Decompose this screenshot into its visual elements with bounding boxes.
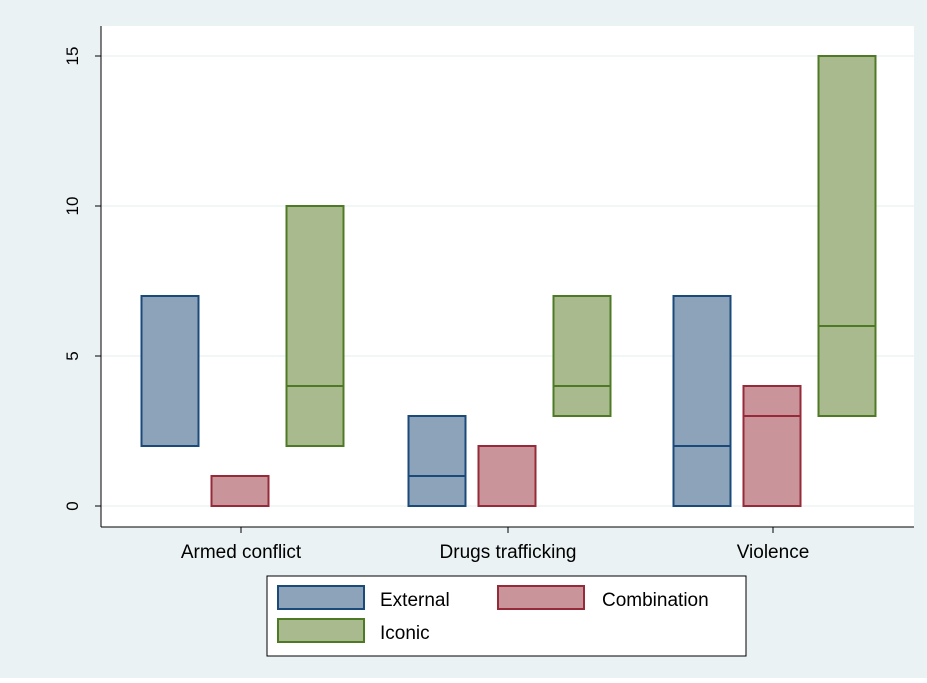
legend-label-external: External xyxy=(380,590,450,611)
box-external-0 xyxy=(140,295,200,447)
x-tick-label: Violence xyxy=(737,542,810,563)
y-tick-label: 0 xyxy=(63,501,82,510)
legend-label-iconic: Iconic xyxy=(380,623,430,644)
box-external-2 xyxy=(672,295,732,507)
axes: 0 5 10 15 Armed conflict Drugs trafficking Vio… xyxy=(63,26,914,563)
legend: External Combination Iconic xyxy=(266,575,747,657)
legend-swatch-iconic xyxy=(277,618,365,643)
legend-label-combination: Combination xyxy=(602,590,709,611)
legend-swatch-combination xyxy=(497,585,585,610)
boxes xyxy=(140,55,877,507)
box-combination-0 xyxy=(210,475,270,507)
box-iconic-0 xyxy=(285,205,345,447)
box-iconic-2 xyxy=(817,55,877,417)
x-tick-label: Drugs trafficking xyxy=(440,542,577,563)
legend-swatch-external xyxy=(277,585,365,610)
box-combination-2 xyxy=(742,385,802,507)
box-iconic-1 xyxy=(552,295,612,417)
box-combination-1 xyxy=(477,445,537,507)
x-tick-label: Armed conflict xyxy=(181,542,302,563)
y-tick-label: 10 xyxy=(63,197,82,216)
y-tick-label: 5 xyxy=(63,351,82,360)
y-tick-label: 15 xyxy=(63,47,82,66)
box-external-1 xyxy=(407,415,467,507)
